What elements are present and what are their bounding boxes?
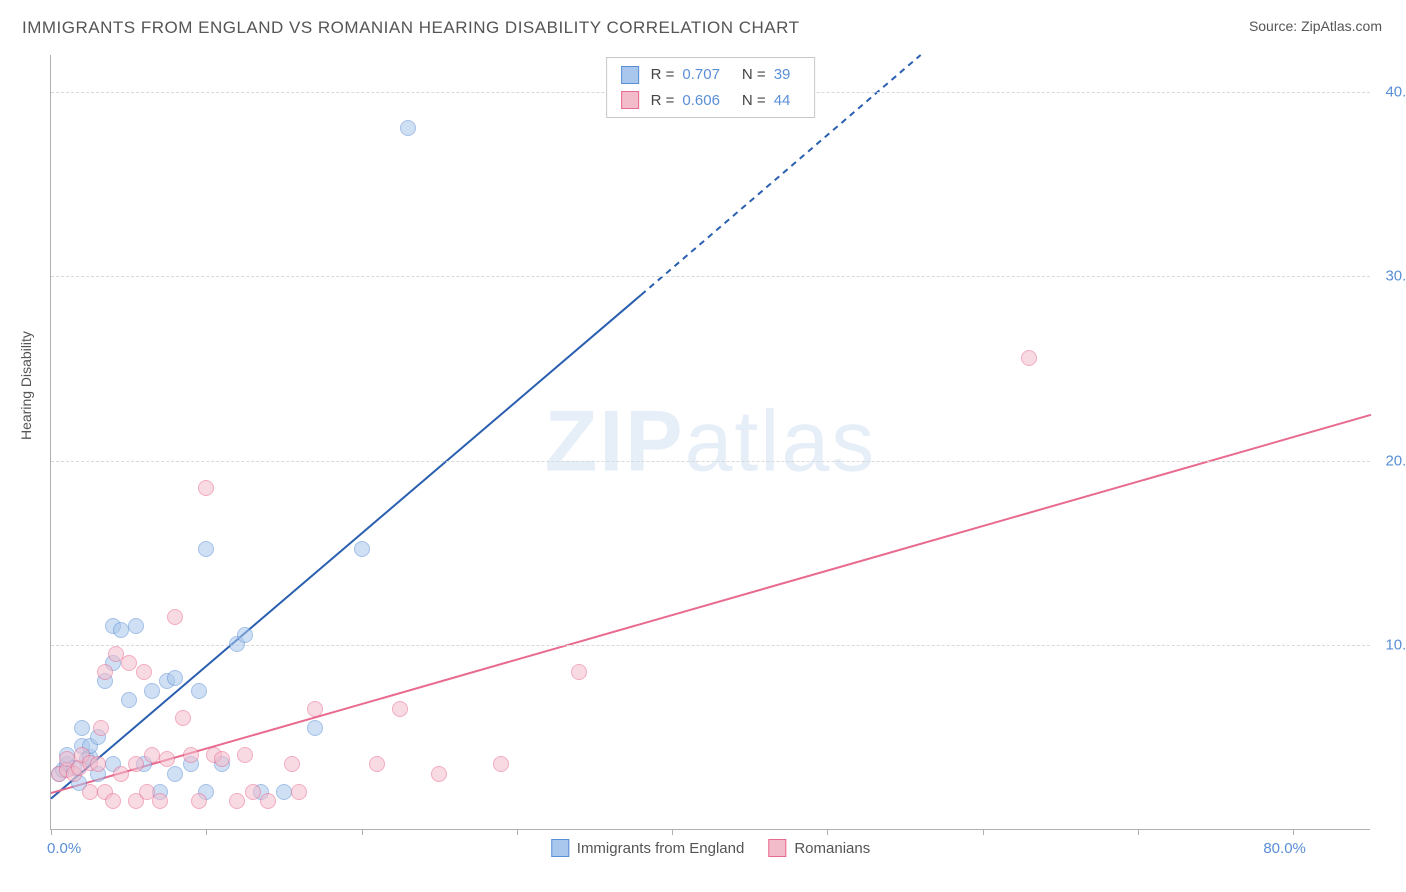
chart-svg [51, 55, 1370, 829]
r-label: R = [651, 62, 675, 88]
scatter-point [276, 784, 292, 800]
x-tick-label: 80.0% [1263, 840, 1306, 857]
scatter-point [237, 627, 253, 643]
legend-item-series2: Romanians [768, 839, 870, 857]
y-tick-label: 20.0% [1385, 452, 1406, 469]
correlation-legend: R = 0.707 N = 39 R = 0.606 N = 44 [606, 57, 816, 118]
x-tick-label: 0.0% [47, 840, 81, 857]
scatter-point [167, 609, 183, 625]
scatter-point [136, 664, 152, 680]
swatch-series1 [621, 66, 639, 84]
x-tick-mark [51, 829, 52, 835]
r-label: R = [651, 88, 675, 114]
scatter-point [175, 710, 191, 726]
scatter-point [167, 766, 183, 782]
scatter-point [128, 756, 144, 772]
scatter-point [159, 751, 175, 767]
scatter-point [191, 683, 207, 699]
scatter-point [493, 756, 509, 772]
scatter-point [191, 793, 207, 809]
scatter-point [113, 766, 129, 782]
x-tick-mark [517, 829, 518, 835]
scatter-point [74, 720, 90, 736]
gridline [51, 461, 1370, 462]
scatter-point [128, 618, 144, 634]
x-tick-mark [983, 829, 984, 835]
scatter-point [121, 655, 137, 671]
scatter-point [431, 766, 447, 782]
plot-area: ZIPatlas R = 0.707 N = 39 R = 0.606 N = … [50, 55, 1370, 830]
x-tick-mark [362, 829, 363, 835]
scatter-point [260, 793, 276, 809]
swatch-series1-bottom [551, 839, 569, 857]
scatter-point [198, 480, 214, 496]
gridline [51, 645, 1370, 646]
series-legend: Immigrants from England Romanians [551, 839, 870, 857]
legend-row-series1: R = 0.707 N = 39 [621, 62, 801, 88]
x-tick-mark [206, 829, 207, 835]
series1-label: Immigrants from England [577, 840, 745, 857]
scatter-point [307, 701, 323, 717]
x-tick-mark [672, 829, 673, 835]
scatter-point [167, 670, 183, 686]
source-attribution: Source: ZipAtlas.com [1249, 18, 1382, 34]
scatter-point [97, 664, 113, 680]
scatter-point [121, 692, 137, 708]
scatter-point [237, 747, 253, 763]
scatter-point [392, 701, 408, 717]
n-label: N = [742, 88, 766, 114]
chart-title: IMMIGRANTS FROM ENGLAND VS ROMANIAN HEAR… [22, 18, 799, 38]
y-axis-label: Hearing Disability [18, 331, 34, 440]
scatter-point [90, 756, 106, 772]
y-tick-label: 40.0% [1385, 83, 1406, 100]
scatter-point [82, 784, 98, 800]
y-tick-label: 10.0% [1385, 637, 1406, 654]
r-value-series2: 0.606 [682, 88, 720, 114]
n-value-series1: 39 [774, 62, 791, 88]
x-tick-mark [827, 829, 828, 835]
scatter-point [245, 784, 261, 800]
series2-label: Romanians [794, 840, 870, 857]
n-label: N = [742, 62, 766, 88]
scatter-point [198, 541, 214, 557]
swatch-series2-bottom [768, 839, 786, 857]
scatter-point [400, 120, 416, 136]
scatter-point [105, 793, 121, 809]
scatter-point [144, 747, 160, 763]
scatter-point [93, 720, 109, 736]
scatter-point [113, 622, 129, 638]
legend-item-series1: Immigrants from England [551, 839, 745, 857]
scatter-point [1021, 350, 1037, 366]
gridline [51, 276, 1370, 277]
r-value-series1: 0.707 [682, 62, 720, 88]
scatter-point [183, 747, 199, 763]
scatter-point [307, 720, 323, 736]
scatter-point [284, 756, 300, 772]
scatter-point [144, 683, 160, 699]
legend-row-series2: R = 0.606 N = 44 [621, 88, 801, 114]
scatter-point [214, 751, 230, 767]
n-value-series2: 44 [774, 88, 791, 114]
y-tick-label: 30.0% [1385, 268, 1406, 285]
scatter-point [354, 541, 370, 557]
x-tick-mark [1293, 829, 1294, 835]
scatter-point [291, 784, 307, 800]
scatter-point [571, 664, 587, 680]
scatter-point [229, 793, 245, 809]
scatter-point [369, 756, 385, 772]
x-tick-mark [1138, 829, 1139, 835]
scatter-point [152, 793, 168, 809]
swatch-series2 [621, 91, 639, 109]
